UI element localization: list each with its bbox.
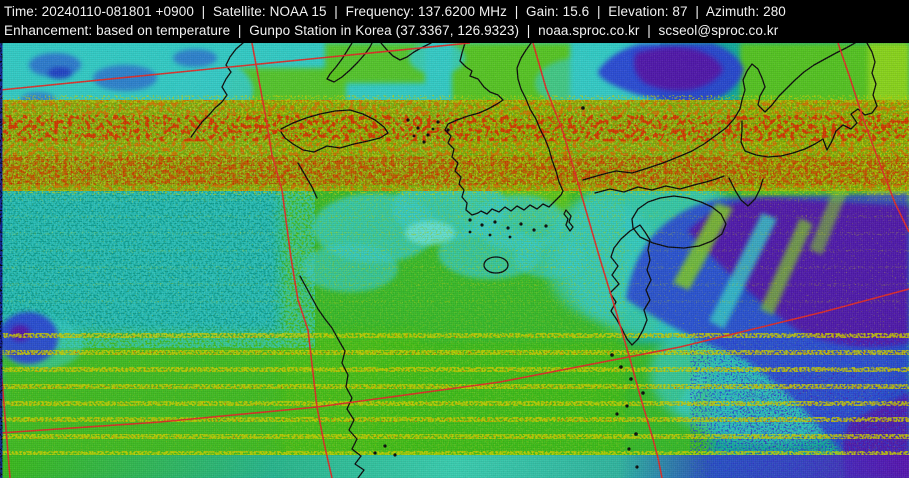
telemetry-header: Time: 20240110-081801 +0900 | Satellite:…: [0, 0, 909, 43]
image-artifacts-layer: [0, 43, 909, 478]
satellite-false-color-map: [0, 43, 909, 478]
satellite-image: [0, 43, 909, 478]
telemetry-line-1: Time: 20240110-081801 +0900 | Satellite:…: [4, 4, 786, 19]
telemetry-line-2: Enhancement: based on temperature | Gunp…: [4, 23, 779, 38]
